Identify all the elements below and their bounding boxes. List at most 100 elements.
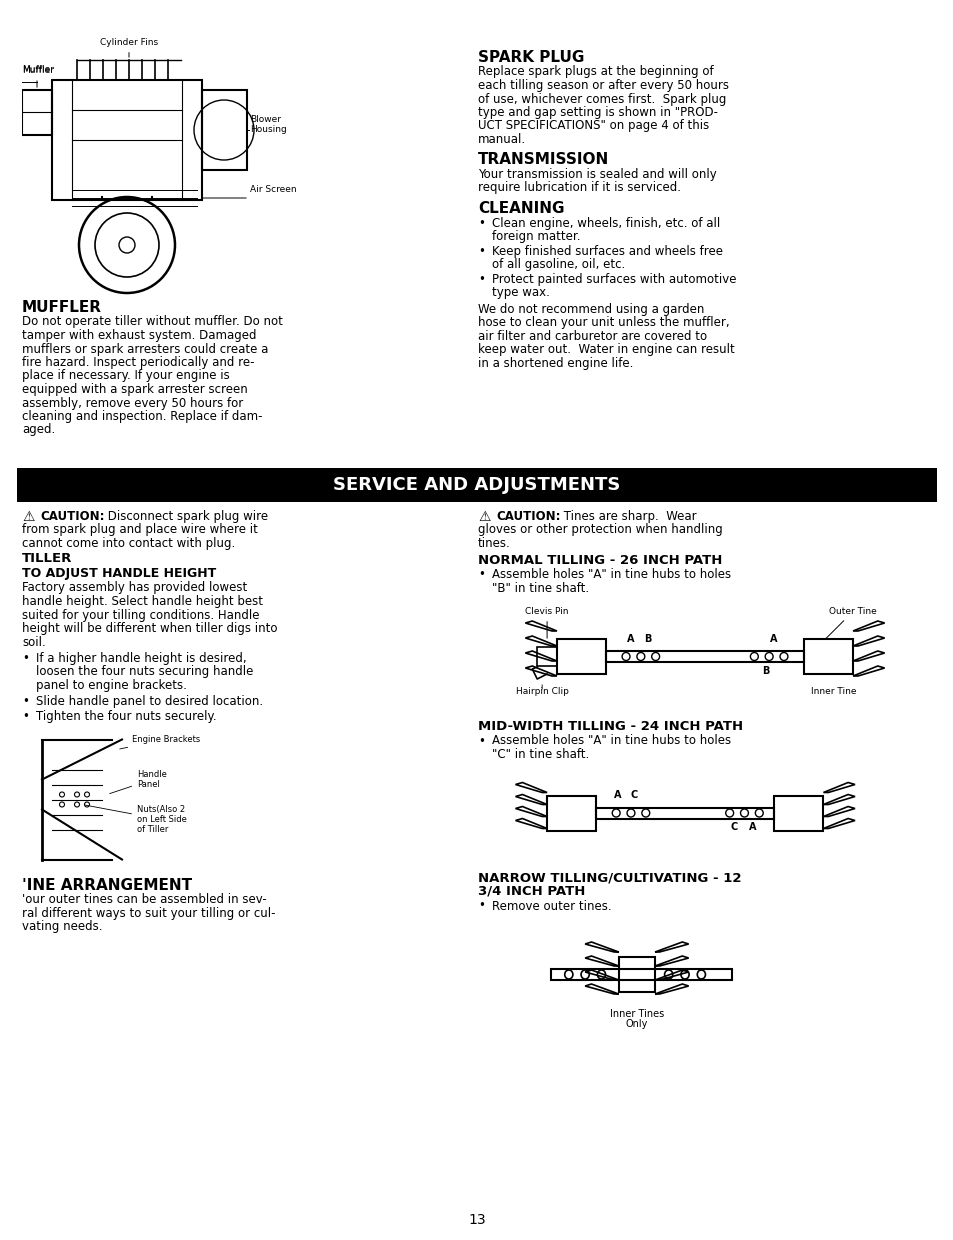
- Text: SPARK PLUG: SPARK PLUG: [477, 50, 584, 64]
- Text: •: •: [22, 711, 29, 723]
- Text: A: A: [626, 634, 634, 644]
- Text: hose to clean your unit unless the muffler,: hose to clean your unit unless the muffl…: [477, 316, 729, 329]
- Text: fire hazard. Inspect periodically and re-: fire hazard. Inspect periodically and re…: [22, 356, 254, 370]
- Text: •: •: [477, 899, 484, 913]
- Text: Keep finished surfaces and wheels free: Keep finished surfaces and wheels free: [492, 244, 722, 258]
- Text: Inner Tine: Inner Tine: [810, 687, 855, 696]
- Text: equipped with a spark arrester screen: equipped with a spark arrester screen: [22, 383, 248, 396]
- Text: handle height. Select handle height best: handle height. Select handle height best: [22, 595, 263, 608]
- Text: Tighten the four nuts securely.: Tighten the four nuts securely.: [36, 711, 216, 723]
- Text: •: •: [477, 273, 484, 285]
- Text: each tilling season or after every 50 hours: each tilling season or after every 50 ho…: [477, 79, 728, 92]
- Text: Engine Brackets: Engine Brackets: [119, 735, 200, 749]
- Text: Hairpin Clip: Hairpin Clip: [516, 687, 568, 696]
- Text: gloves or other protection when handling: gloves or other protection when handling: [477, 523, 722, 537]
- Text: vating needs.: vating needs.: [22, 920, 102, 932]
- Text: Tines are sharp.  Wear: Tines are sharp. Wear: [559, 510, 696, 523]
- Text: NARROW TILLING/CULTIVATING - 12: NARROW TILLING/CULTIVATING - 12: [477, 872, 740, 884]
- Text: foreign matter.: foreign matter.: [492, 229, 579, 243]
- Text: TRANSMISSION: TRANSMISSION: [477, 153, 609, 167]
- Text: B: B: [761, 666, 769, 676]
- Text: CLEANING: CLEANING: [477, 201, 564, 216]
- Text: keep water out.  Water in engine can result: keep water out. Water in engine can resu…: [477, 343, 734, 356]
- Text: of use, whichever comes first.  Spark plug: of use, whichever comes first. Spark plu…: [477, 93, 725, 105]
- Text: Air Screen: Air Screen: [250, 186, 296, 195]
- Text: •: •: [477, 568, 484, 582]
- Text: Only: Only: [625, 1019, 647, 1029]
- Text: Slide handle panel to desired location.: Slide handle panel to desired location.: [36, 694, 263, 708]
- Text: Do not operate tiller without muffler. Do not: Do not operate tiller without muffler. D…: [22, 315, 283, 329]
- Text: B: B: [643, 634, 651, 644]
- Text: If a higher handle height is desired,: If a higher handle height is desired,: [36, 652, 247, 665]
- Text: air filter and carburetor are covered to: air filter and carburetor are covered to: [477, 330, 706, 342]
- Text: Assemble holes "A" in tine hubs to holes: Assemble holes "A" in tine hubs to holes: [492, 734, 730, 748]
- Text: manual.: manual.: [477, 133, 525, 146]
- Text: NORMAL TILLING - 26 INCH PATH: NORMAL TILLING - 26 INCH PATH: [477, 553, 721, 567]
- Text: TO ADJUST HANDLE HEIGHT: TO ADJUST HANDLE HEIGHT: [22, 567, 216, 580]
- Text: ⚠: ⚠: [22, 510, 34, 525]
- Text: •: •: [477, 734, 484, 748]
- Text: ⚠: ⚠: [477, 510, 490, 525]
- Text: A: A: [614, 790, 621, 800]
- Text: •: •: [477, 244, 484, 258]
- Text: Muffler: Muffler: [22, 64, 54, 74]
- Text: CAUTION:: CAUTION:: [40, 510, 105, 523]
- Text: TILLER: TILLER: [22, 553, 72, 565]
- Text: 'INE ARRANGEMENT: 'INE ARRANGEMENT: [22, 878, 192, 893]
- Text: loosen the four nuts securing handle: loosen the four nuts securing handle: [36, 666, 253, 678]
- Text: Remove outer tines.: Remove outer tines.: [492, 899, 611, 913]
- Text: tamper with exhaust system. Damaged: tamper with exhaust system. Damaged: [22, 329, 256, 342]
- Text: "B" in tine shaft.: "B" in tine shaft.: [492, 582, 589, 594]
- Text: Protect painted surfaces with automotive: Protect painted surfaces with automotive: [492, 273, 736, 285]
- Text: tines.: tines.: [477, 537, 510, 551]
- Text: assembly, remove every 50 hours for: assembly, remove every 50 hours for: [22, 397, 243, 409]
- Text: mufflers or spark arresters could create a: mufflers or spark arresters could create…: [22, 342, 268, 356]
- Text: A: A: [748, 822, 756, 832]
- Text: SERVICE AND ADJUSTMENTS: SERVICE AND ADJUSTMENTS: [333, 476, 620, 494]
- Text: ral different ways to suit your tilling or cul-: ral different ways to suit your tilling …: [22, 906, 275, 920]
- Text: Handle
Panel: Handle Panel: [110, 770, 167, 794]
- Text: Outer Tine: Outer Tine: [824, 608, 876, 639]
- Bar: [17, 467, 936, 502]
- Text: Disconnect spark plug wire: Disconnect spark plug wire: [104, 510, 268, 523]
- Text: C: C: [630, 790, 637, 800]
- Text: •: •: [477, 217, 484, 229]
- Text: Blower
Housing: Blower Housing: [250, 115, 287, 134]
- Text: require lubrication if it is serviced.: require lubrication if it is serviced.: [477, 181, 680, 195]
- Text: of all gasoline, oil, etc.: of all gasoline, oil, etc.: [492, 258, 624, 272]
- Text: Clean engine, wheels, finish, etc. of all: Clean engine, wheels, finish, etc. of al…: [492, 217, 720, 229]
- Text: suited for your tilling conditions. Handle: suited for your tilling conditions. Hand…: [22, 609, 259, 621]
- Text: Replace spark plugs at the beginning of: Replace spark plugs at the beginning of: [477, 66, 713, 78]
- Text: •: •: [22, 694, 29, 708]
- Text: in a shortened engine life.: in a shortened engine life.: [477, 357, 633, 370]
- Text: type wax.: type wax.: [492, 286, 549, 299]
- Text: cleaning and inspection. Replace if dam-: cleaning and inspection. Replace if dam-: [22, 410, 262, 423]
- Text: UCT SPECIFICATIONS" on page 4 of this: UCT SPECIFICATIONS" on page 4 of this: [477, 119, 708, 133]
- Text: Assemble holes "A" in tine hubs to holes: Assemble holes "A" in tine hubs to holes: [492, 568, 730, 582]
- Text: soil.: soil.: [22, 635, 46, 649]
- Text: Nuts(Also 2
on Left Side
of Tiller: Nuts(Also 2 on Left Side of Tiller: [85, 805, 187, 835]
- Text: 3/4 INCH PATH: 3/4 INCH PATH: [477, 885, 585, 898]
- Text: aged.: aged.: [22, 424, 55, 436]
- Text: from spark plug and place wire where it: from spark plug and place wire where it: [22, 523, 257, 537]
- Text: MID-WIDTH TILLING - 24 INCH PATH: MID-WIDTH TILLING - 24 INCH PATH: [477, 720, 742, 733]
- Text: Cylinder Fins: Cylinder Fins: [100, 38, 158, 57]
- Text: C: C: [730, 822, 738, 832]
- Text: 13: 13: [468, 1213, 485, 1228]
- Text: A: A: [769, 634, 777, 644]
- Text: "C" in tine shaft.: "C" in tine shaft.: [492, 748, 589, 761]
- Text: Inner Tines: Inner Tines: [609, 1009, 663, 1019]
- Text: Your transmission is sealed and will only: Your transmission is sealed and will onl…: [477, 167, 716, 181]
- Text: CAUTION:: CAUTION:: [496, 510, 560, 523]
- Text: Muffler: Muffler: [22, 66, 54, 74]
- Text: MUFFLER: MUFFLER: [22, 300, 102, 315]
- Text: 'our outer tines can be assembled in sev-: 'our outer tines can be assembled in sev…: [22, 893, 267, 906]
- Bar: [596, 807, 773, 818]
- Bar: [550, 968, 732, 980]
- Text: type and gap setting is shown in "PROD-: type and gap setting is shown in "PROD-: [477, 105, 718, 119]
- Text: We do not recommend using a garden: We do not recommend using a garden: [477, 303, 703, 315]
- Text: cannot come into contact with plug.: cannot come into contact with plug.: [22, 537, 235, 551]
- Bar: [606, 651, 802, 662]
- Text: panel to engine brackets.: panel to engine brackets.: [36, 680, 187, 692]
- Text: height will be different when tiller digs into: height will be different when tiller dig…: [22, 622, 277, 635]
